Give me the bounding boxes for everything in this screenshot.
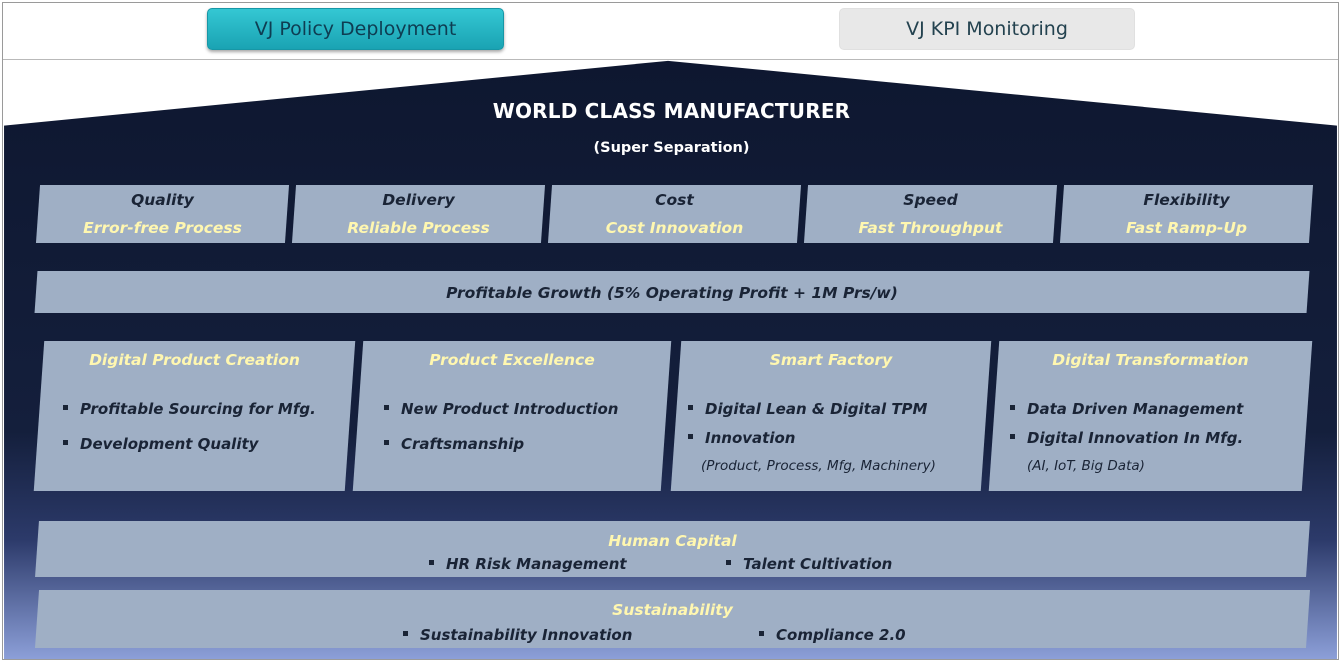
dimension-subtitle: Fast Throughput <box>858 219 1003 237</box>
human-capital-band: Human Capital HR Risk Management Talent … <box>35 521 1310 577</box>
dimension-subtitle: Error-free Process <box>83 219 242 237</box>
dimension-delivery: Delivery Reliable Process <box>291 185 546 243</box>
pillar-smart-factory: Smart Factory Digital Lean & Digital TPM… <box>670 341 992 491</box>
pillar-bullet: Data Driven Management <box>1010 400 1243 418</box>
pillar-digital-transformation: Digital Transformation Data Driven Manag… <box>988 341 1313 491</box>
pillar-note: (AI, IoT, Big Data) <box>1027 458 1145 474</box>
tab-kpi-monitoring-label: VJ KPI Monitoring <box>906 18 1068 40</box>
dimension-title: Flexibility <box>1143 191 1230 209</box>
pillar-bullet: Profitable Sourcing for Mfg. <box>63 400 316 418</box>
tab-kpi-monitoring[interactable]: VJ KPI Monitoring <box>839 8 1135 50</box>
house-title: WORLD CLASS MANUFACTURER <box>492 99 851 123</box>
dimension-title: Quality <box>131 191 194 209</box>
dimension-title: Speed <box>903 191 958 209</box>
band-bullet: Sustainability Innovation <box>403 626 632 644</box>
pillar-note: (Product, Process, Mfg, Machinery) <box>701 458 936 474</box>
tab-policy-deployment-label: VJ Policy Deployment <box>254 18 457 40</box>
dimension-title: Delivery <box>382 191 455 209</box>
dimension-quality: Quality Error-free Process <box>35 185 290 243</box>
band-bullet: Compliance 2.0 <box>759 626 906 644</box>
pillar-bullet: New Product Introduction <box>384 400 618 418</box>
tab-policy-deployment[interactable]: VJ Policy Deployment <box>207 8 504 50</box>
pillar-bullet: Digital Lean & Digital TPM <box>688 400 927 418</box>
pillar-digital-product-creation: Digital Product Creation Profitable Sour… <box>33 341 356 491</box>
pillar-title: Digital Transformation <box>1052 351 1249 369</box>
pillar-title: Digital Product Creation <box>89 351 300 369</box>
goal-bar: Profitable Growth (5% Operating Profit +… <box>34 271 1310 313</box>
band-bullet: HR Risk Management <box>429 555 627 573</box>
goal-text: Profitable Growth (5% Operating Profit +… <box>446 284 898 302</box>
sustainability-band: Sustainability Sustainability Innovation… <box>34 590 1311 648</box>
dimension-subtitle: Fast Ramp-Up <box>1125 219 1248 237</box>
tab-bar: VJ Policy Deployment VJ KPI Monitoring <box>3 3 1338 60</box>
dimension-subtitle: Cost Innovation <box>605 219 744 237</box>
pillar-bullet: Craftsmanship <box>384 435 524 453</box>
pillar-title: Smart Factory <box>769 351 893 369</box>
dimension-subtitle: Reliable Process <box>347 219 490 237</box>
house-subtitle: (Super Separation) <box>593 140 750 156</box>
pillar-title: Product Excellence <box>429 351 595 369</box>
sustainability-title: Sustainability <box>612 601 733 619</box>
pillar-bullet: Innovation <box>688 429 795 447</box>
band-bullet: Talent Cultivation <box>726 555 892 573</box>
pillar-product-excellence: Product Excellence New Product Introduct… <box>352 341 672 491</box>
dimension-flexibility: Flexibility Fast Ramp-Up <box>1059 185 1314 243</box>
dimension-cost: Cost Cost Innovation <box>547 185 802 243</box>
pillar-bullet: Development Quality <box>63 435 258 453</box>
dimension-title: Cost <box>655 191 694 209</box>
pillar-bullet: Digital Innovation In Mfg. <box>1010 429 1243 447</box>
human-capital-title: Human Capital <box>608 532 737 550</box>
dimension-speed: Speed Fast Throughput <box>803 185 1058 243</box>
